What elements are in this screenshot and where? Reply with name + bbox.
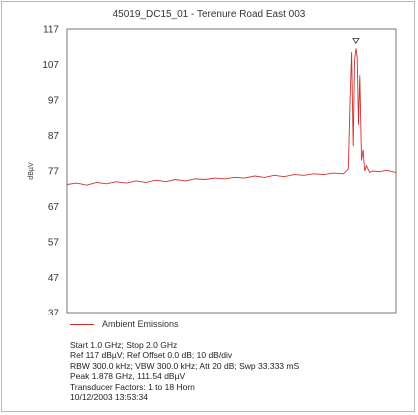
- y-tick-label: 117: [43, 25, 59, 36]
- info-timestamp: 10/12/2003 13:53:34: [70, 391, 148, 402]
- chart-title: 45019_DC15_01 - Terenure Road East 003: [112, 9, 306, 20]
- y-tick-label: 107: [42, 60, 59, 71]
- y-tick-label: 37: [48, 309, 60, 316]
- y-tick-label: 87: [48, 131, 60, 142]
- peak-marker: [352, 37, 360, 45]
- info-transducer: Transducer Factors: 1 to 18 Horn: [70, 381, 195, 392]
- measurement-info: Start 1.0 GHz; Stop 2.0 GHz Ref 117 dBµV…: [70, 340, 299, 402]
- series-layer: [66, 37, 397, 186]
- y-tick-label: 77: [48, 167, 60, 178]
- info-frequency-range: Start 1.0 GHz; Stop 2.0 GHz: [70, 340, 178, 350]
- info-reference-level: Ref 117 dBµV; Ref Offset 0.0 dB; 10 dB/d…: [70, 350, 233, 361]
- series-line: [66, 48, 397, 186]
- info-peak: Peak 1.878 GHz, 111.54 dBµV: [70, 371, 186, 382]
- y-axis-label: dBµV: [28, 162, 35, 180]
- y-tick-label: 47: [48, 273, 60, 284]
- legend: Ambient Emissions: [70, 318, 179, 330]
- plot-area: 117 107 97 87 77 67 57 47 37 dBµV: [28, 25, 397, 316]
- y-tick-label: 57: [48, 238, 60, 249]
- info-bandwidth-settings: RBW 300.0 kHz; VBW 300.0 kHz; Att 20 dB;…: [70, 360, 300, 371]
- plot-border: [66, 28, 397, 314]
- legend-label: Ambient Emissions: [102, 319, 179, 329]
- legend-swatch: [70, 323, 94, 325]
- y-axis-ticks: 117 107 97 87 77 67 57 47 37: [42, 25, 59, 316]
- y-tick-label: 67: [48, 202, 60, 213]
- y-tick-label: 97: [48, 96, 60, 107]
